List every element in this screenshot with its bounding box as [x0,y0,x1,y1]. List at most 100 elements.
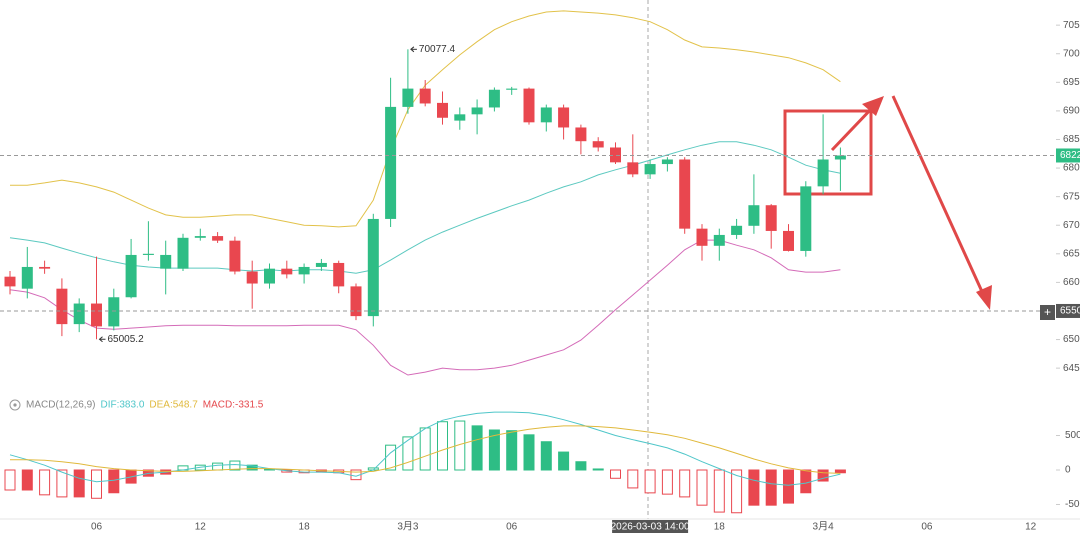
add-button[interactable] [1040,305,1055,320]
candle-body [765,205,777,231]
x-tick-label: 3月4 [813,521,835,533]
macd-bar [679,469,691,498]
macd-bar [523,434,535,471]
crosshair-time-label: 2026-03-03 14:00 [611,522,690,533]
candle-body [679,159,691,229]
candle-body [229,240,241,272]
legend-entry: DEA:548.7 [149,400,198,411]
candle-body [419,88,431,104]
candle-body [713,234,725,246]
candle-body [748,205,760,226]
candle-body [246,271,258,284]
x-tick-label: 12 [1025,522,1037,533]
macd-bar [800,469,812,494]
y-tick-label: 68000 [1063,163,1080,174]
legend-entry: DIF:383.0 [100,400,144,411]
y-tick-label: -500 [1065,499,1080,510]
macd-bar [506,430,518,471]
extreme-arrow-head [98,336,103,343]
candle-body [696,228,708,246]
candle-body [627,162,639,175]
candle-body [350,286,362,317]
arrow-down [891,95,986,297]
highlight-box [783,109,873,196]
candle-body [506,88,518,90]
x-tick-label: 3月3 [397,521,419,533]
crosshair-price-tag [1056,303,1080,318]
candle-body [212,236,224,241]
candle-body [471,107,483,115]
candle-body [783,230,794,251]
candle-body [834,155,846,160]
macd-bar [610,469,621,479]
macd-line [10,425,841,474]
macd-bar [471,425,483,471]
candle-body [402,88,414,107]
x-tick-label: 12 [195,522,207,533]
candle-body [454,114,466,121]
extreme-label: 70077.4 [419,44,456,55]
macd-bar [834,469,846,474]
x-tick-label: 18 [299,522,311,533]
macd-bar [108,469,120,494]
macd-bar [4,469,16,491]
y-tick-label: 70000 [1063,48,1080,59]
extreme-label: 65005.2 [108,334,145,345]
annotation [783,95,992,310]
y-tick-label: 64500 [1063,363,1080,374]
macd-bar [558,451,570,471]
eye-icon[interactable] [9,399,21,411]
candle-body [21,266,33,289]
macd-bar [627,469,639,489]
macd-bar [39,469,51,496]
macd-bar [540,441,552,471]
y-tick-label: 69000 [1063,106,1080,117]
candle-body [523,88,535,123]
add-icon: + [1044,305,1051,319]
candle-body [367,218,379,317]
eye-icon-pupil [13,403,17,407]
arrow-up [830,104,876,152]
candle-body [731,225,743,235]
macd-bar [56,469,68,498]
candle-body [644,164,656,175]
macd-bar [437,421,448,471]
candle-body [315,262,327,267]
y-tick-label: 69500 [1063,77,1080,88]
candle-body [160,254,172,269]
candle-body [540,107,552,123]
candle-body [264,268,275,284]
macd-bar [21,469,33,491]
y-tick-label: 65000 [1063,334,1080,345]
macd-bar [765,469,777,506]
candle-body [194,236,206,238]
macd-bar [592,468,604,471]
y-tick-label: 68500 [1063,134,1080,145]
candle-body [125,254,137,298]
candle-body [281,268,293,275]
macd-bar [783,469,794,504]
indicator-title: MACD(12,26,9) [26,400,95,411]
candle-body [558,107,570,128]
macd-bar [91,469,102,499]
legend-entry: MACD:-331.5 [203,400,264,411]
extreme-arrow-head [410,46,415,53]
candle-body [661,159,673,165]
band-line [9,141,841,274]
candle-body [142,253,154,255]
last-price-label: 68220 [1060,150,1080,161]
y-tick-label: 66500 [1063,248,1080,259]
y-tick-label: 67000 [1063,220,1080,231]
macd-bar [73,469,85,498]
macd-bar [644,469,656,494]
macd-line [9,411,841,486]
candle-body [56,288,68,325]
macd-bar [488,429,500,471]
last-price-tag [1056,148,1080,163]
candle-body [4,276,16,287]
crosshair-time-tag [612,520,689,533]
macd-bar [419,427,431,471]
candle-body [488,89,500,108]
